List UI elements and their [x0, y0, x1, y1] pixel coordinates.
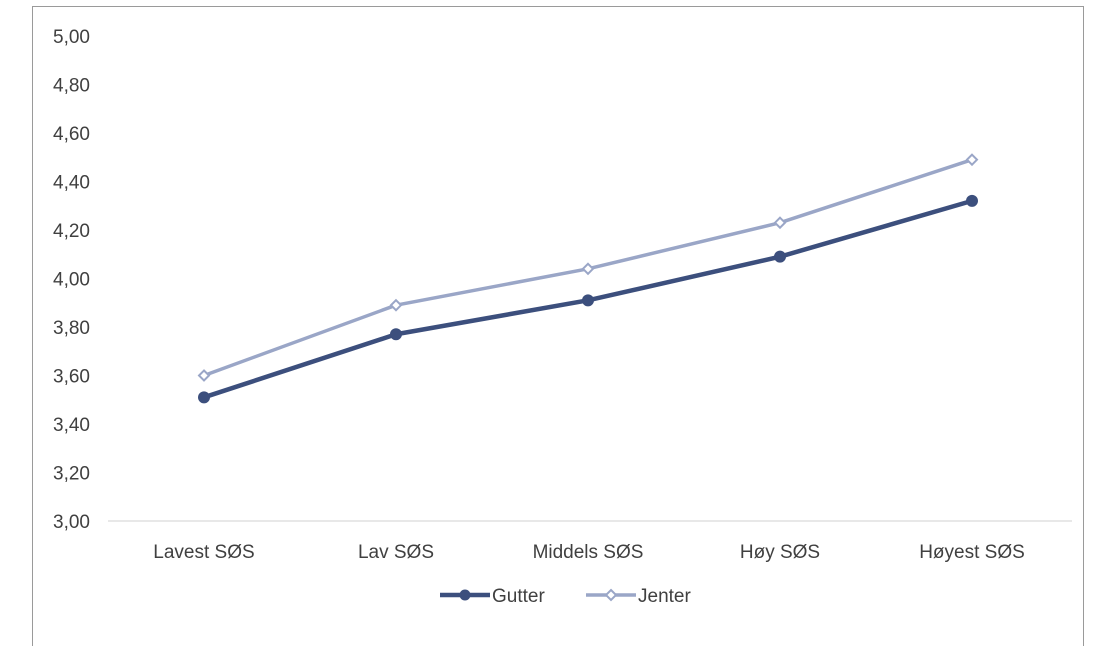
legend-label-gutter: Gutter: [492, 586, 545, 607]
y-tick-label: 3,80: [53, 318, 90, 339]
x-axis-labels: Lavest SØS Lav SØS Middels SØS Høy SØS Høyes…: [153, 542, 1024, 563]
x-tick-label: Lav SØS: [358, 542, 434, 563]
chart-border: [32, 6, 1084, 646]
data-point-jenter: [965, 153, 979, 167]
legend-marker-jenter: [604, 588, 618, 602]
data-point-gutter: [390, 328, 402, 341]
legend-label-jenter: Jenter: [638, 586, 691, 607]
data-point-gutter: [198, 391, 210, 404]
y-tick-label: 5,00: [53, 27, 90, 48]
data-point-jenter: [773, 216, 787, 230]
legend: Gutter Jenter: [440, 586, 691, 607]
data-point-jenter: [581, 262, 595, 276]
y-tick-label: 3,20: [53, 464, 90, 485]
data-point-gutter: [774, 250, 786, 263]
y-tick-label: 3,00: [53, 512, 90, 533]
series-layer: [197, 153, 979, 404]
line-chart: 3,00 3,20 3,40 3,60 3,80 4,00 4,20 4,40 4,60 4,80…: [53, 27, 1072, 607]
y-tick-label: 4,80: [53, 76, 90, 97]
y-tick-label: 3,40: [53, 415, 90, 436]
x-tick-label: Middels SØS: [533, 542, 644, 563]
data-point-gutter: [966, 194, 978, 207]
chart-frame: 3,00 3,20 3,40 3,60 3,80 4,00 4,20 4,40 4,60 4,80…: [32, 6, 1084, 646]
x-tick-label: Høy SØS: [740, 542, 820, 563]
y-tick-label: 4,20: [53, 221, 90, 242]
y-tick-label: 3,60: [53, 367, 90, 388]
x-tick-label: Lavest SØS: [153, 542, 254, 563]
data-point-gutter: [582, 294, 594, 307]
data-point-jenter: [197, 369, 211, 382]
y-tick-label: 4,60: [53, 124, 90, 145]
y-tick-label: 4,40: [53, 173, 90, 194]
data-point-jenter: [389, 298, 403, 312]
x-tick-label: Høyest SØS: [919, 542, 1025, 563]
y-axis-ticks: 3,00 3,20 3,40 3,60 3,80 4,00 4,20 4,40 4,60 4,80…: [53, 27, 90, 533]
y-tick-label: 4,00: [53, 270, 90, 291]
legend-marker-gutter: [459, 589, 471, 601]
